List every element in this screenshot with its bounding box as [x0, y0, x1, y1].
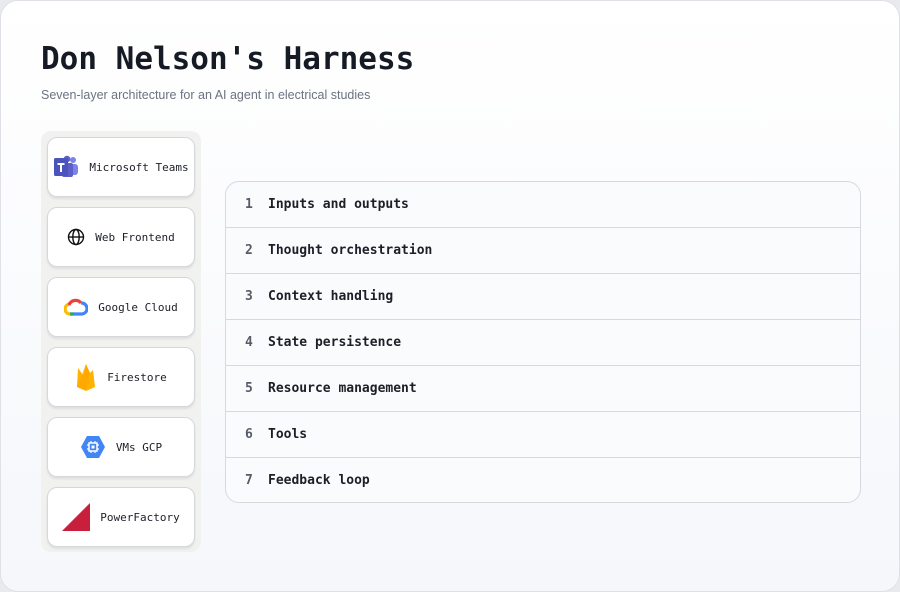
service-label: Web Frontend	[95, 230, 175, 244]
globe-icon	[68, 228, 85, 246]
microsoft-teams-icon	[54, 155, 79, 177]
page-title: Don Nelson's Harness	[41, 41, 415, 77]
service-google-cloud[interactable]: Google Cloud	[47, 277, 195, 337]
firestore-icon	[77, 364, 96, 391]
compute-engine-icon	[80, 436, 105, 458]
service-label: PowerFactory	[100, 510, 180, 524]
layer-number: 7	[245, 473, 253, 488]
layer-label: Context handling	[268, 289, 394, 304]
layer-label: Thought orchestration	[268, 243, 433, 258]
service-vms-gcp[interactable]: VMs GCP	[47, 417, 195, 477]
service-powerfactory[interactable]: PowerFactory	[47, 487, 195, 547]
service-label: VMs GCP	[115, 440, 163, 454]
layer-number: 4	[245, 335, 253, 350]
layer-number: 3	[245, 289, 253, 304]
layer-row[interactable]: 6 Tools	[226, 412, 860, 458]
powerfactory-icon	[62, 503, 91, 531]
service-label: Firestore	[107, 370, 167, 384]
layer-label: State persistence	[268, 335, 402, 350]
page-subtitle: Seven-layer architecture for an AI agent…	[41, 88, 371, 102]
service-firestore[interactable]: Firestore	[47, 347, 195, 407]
layer-row[interactable]: 5 Resource management	[226, 366, 860, 412]
service-stack: Microsoft Teams Web Frontend Google Clou…	[41, 131, 201, 552]
layer-label: Resource management	[268, 381, 417, 396]
layer-number: 2	[245, 243, 253, 258]
layer-number: 6	[245, 427, 253, 442]
layer-label: Feedback loop	[268, 473, 370, 488]
service-label: Google Cloud	[98, 300, 178, 314]
service-microsoft-teams[interactable]: Microsoft Teams	[47, 137, 195, 197]
layer-number: 1	[245, 197, 253, 212]
layer-number: 5	[245, 381, 253, 396]
layer-row[interactable]: 2 Thought orchestration	[226, 228, 860, 274]
layer-row[interactable]: 7 Feedback loop	[226, 458, 860, 502]
layer-label: Inputs and outputs	[268, 197, 409, 212]
layer-row[interactable]: 3 Context handling	[226, 274, 860, 320]
layer-list: 1 Inputs and outputs 2 Thought orchestrati…	[225, 181, 861, 503]
layer-label: Tools	[268, 427, 308, 442]
google-cloud-icon	[64, 298, 89, 316]
service-web-frontend[interactable]: Web Frontend	[47, 207, 195, 267]
layer-row[interactable]: 1 Inputs and outputs	[226, 182, 860, 228]
service-label: Microsoft Teams	[89, 160, 189, 174]
layer-row[interactable]: 4 State persistence	[226, 320, 860, 366]
